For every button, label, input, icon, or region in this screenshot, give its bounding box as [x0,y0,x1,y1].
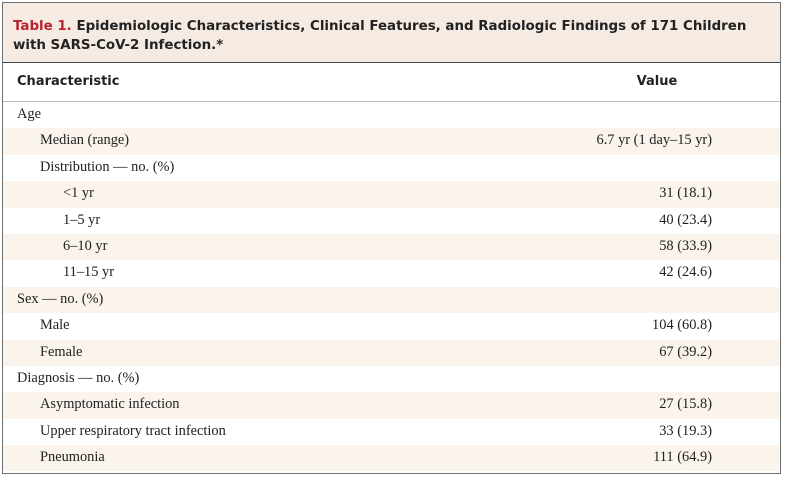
table-row: <1 yr 31 (18.1) [3,181,780,208]
row-value: 58 (33.9) [659,237,712,254]
row-label: Female [40,343,83,360]
table-row: Upper respiratory tract infection 33 (19.… [3,419,780,445]
row-value: 111 (64.9) [653,449,712,466]
table-caption: Epidemiologic Characteristics, Clinical … [13,19,747,53]
table-header-row: Characteristic Value [3,62,780,102]
header-value: Value [636,74,678,89]
header-characteristic: Characteristic [17,74,120,89]
row-label: <1 yr [63,185,94,202]
table-row: Median (range) 6.7 yr (1 day–15 yr) [3,128,780,155]
table-row: Distribution — no. (%) [3,155,780,181]
row-value: 27 (15.8) [659,396,712,413]
table-row: Asymptomatic infection 27 (15.8) [3,392,780,419]
row-value: 33 (19.3) [659,422,712,439]
row-value: 40 (23.4) [659,211,712,228]
row-value: 31 (18.1) [659,185,712,202]
row-label: Sex — no. (%) [17,290,104,307]
row-value: 6.7 yr (1 day–15 yr) [596,132,713,149]
row-label: Median (range) [40,132,130,149]
row-label: 1–5 yr [63,211,101,228]
row-label: Male [40,317,70,334]
table-row: 11–15 yr 42 (24.6) [3,260,780,286]
table-row: 1–5 yr 40 (23.4) [3,208,780,234]
row-label: Upper respiratory tract infection [40,422,226,439]
table-row: Male 104 (60.8) [3,313,780,339]
table-row: Age [3,102,780,128]
row-label: 11–15 yr [63,264,115,281]
table-row: Pneumonia 111 (64.9) [3,445,780,472]
table-body: Age Median (range) 6.7 yr (1 day–15 yr) D… [3,102,780,472]
row-value: 104 (60.8) [652,317,712,334]
row-label: Diagnosis — no. (%) [17,369,140,386]
row-label: Distribution — no. (%) [40,158,175,175]
table-row: 6–10 yr 58 (33.9) [3,233,780,261]
row-value: 67 (39.2) [659,343,712,360]
table-row: Sex — no. (%) [3,286,780,314]
table-title: Table 1. Epidemiologic Characteristics, … [3,3,780,62]
row-label: Age [17,106,41,122]
row-label: 6–10 yr [63,237,108,254]
row-value: 42 (24.6) [659,264,712,281]
table-number: Table 1. [13,19,72,34]
row-label: Pneumonia [40,449,105,466]
table-row: Diagnosis — no. (%) [3,366,780,392]
table-row: Female 67 (39.2) [3,339,780,366]
row-label: Asymptomatic infection [40,396,180,413]
